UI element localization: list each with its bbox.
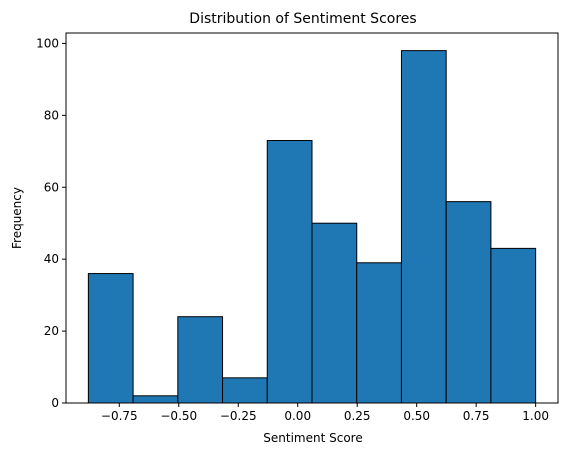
histogram-bar <box>445 201 492 404</box>
y-tick-label: 40 <box>44 252 59 266</box>
histogram-bar <box>87 273 134 404</box>
plot-frame <box>65 32 559 404</box>
x-axis-label: Sentiment Score <box>263 431 362 445</box>
x-tick-label: −0.25 <box>220 409 257 423</box>
x-tick-label: −0.50 <box>160 409 197 423</box>
x-tick-label: −0.75 <box>101 409 138 423</box>
x-axis: −0.75 −0.50 −0.25 0.00 0.25 0.50 0.75 1.00 <box>101 403 549 423</box>
y-tick-label: 20 <box>44 324 59 338</box>
x-tick-label: 1.00 <box>522 409 549 423</box>
x-tick-label: 0.75 <box>463 409 490 423</box>
histogram-bar <box>266 140 313 404</box>
y-axis: 0 20 40 60 80 100 <box>36 36 66 410</box>
histogram-bar <box>490 247 537 404</box>
bars-group <box>87 50 537 404</box>
y-tick-label: 80 <box>44 108 59 122</box>
x-tick-label: 0.50 <box>403 409 430 423</box>
histogram-bar <box>356 262 402 404</box>
x-tick-label: 0.25 <box>344 409 371 423</box>
histogram-bar <box>177 316 224 404</box>
x-tick-label: 0.00 <box>284 409 311 423</box>
histogram-bar <box>222 377 268 404</box>
histogram-bar <box>400 50 447 404</box>
chart-title: Distribution of Sentiment Scores <box>189 11 416 27</box>
y-tick-label: 60 <box>44 180 59 194</box>
histogram-bar <box>132 395 179 404</box>
y-axis-label: Frequency <box>10 187 24 249</box>
histogram-bar <box>311 222 358 404</box>
y-tick-label: 0 <box>51 396 59 410</box>
y-tick-label: 100 <box>36 36 59 50</box>
